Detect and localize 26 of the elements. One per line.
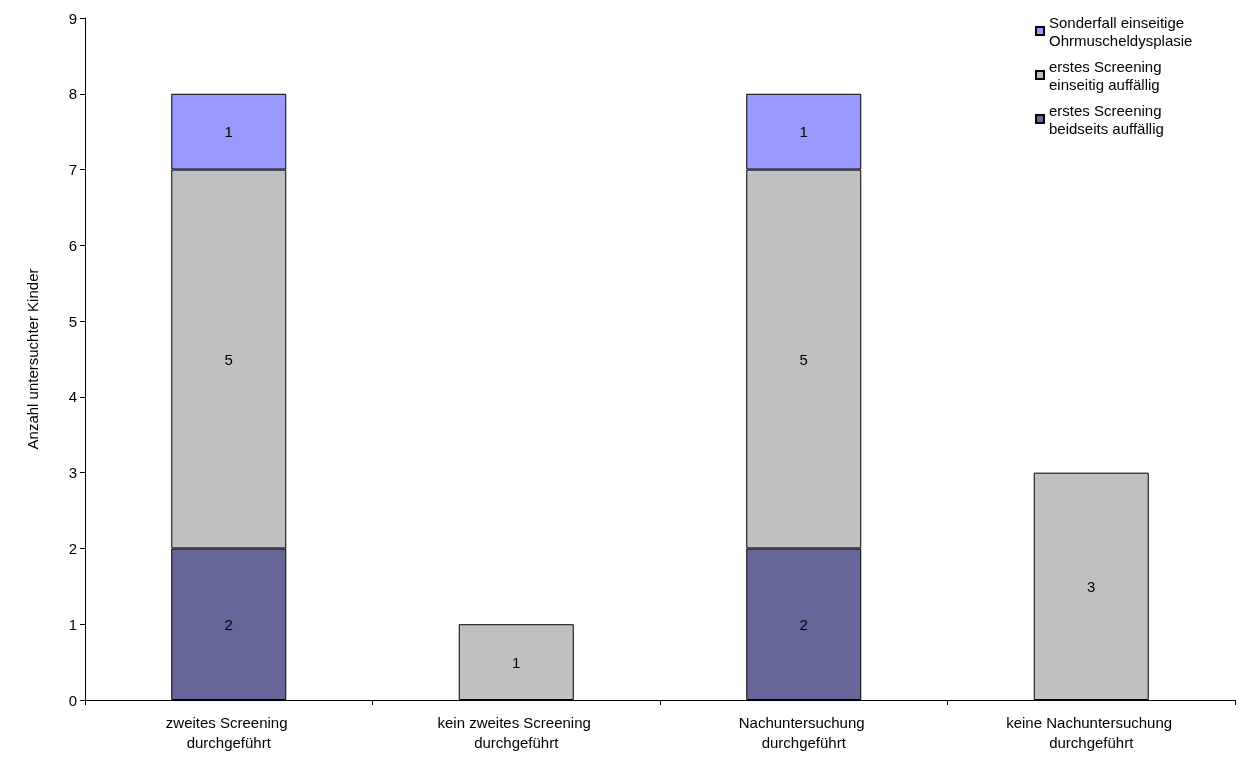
data-label: 5 <box>224 350 233 368</box>
legend-label: Sonderfall einseitige Ohrmuscheldysplasie <box>1049 13 1193 49</box>
y-tick-label: 6 <box>68 236 77 254</box>
x-tick-label: keine Nachuntersuchung durchgeführt <box>1006 713 1177 751</box>
data-label: 2 <box>224 615 233 633</box>
legend-label: erstes Screening beidseits auffällig <box>1049 101 1166 137</box>
y-axis-title: Anzahl untersuchter Kinder <box>24 268 41 450</box>
data-label: 1 <box>799 123 808 141</box>
x-tick-label: Nachuntersuchung durchgeführt <box>738 713 869 751</box>
y-tick-label: 9 <box>68 9 77 27</box>
y-tick-label: 4 <box>68 388 77 406</box>
data-label: 2 <box>799 615 808 633</box>
data-label: 1 <box>224 123 233 141</box>
y-tick-label: 1 <box>68 615 77 633</box>
y-tick-label: 8 <box>68 85 77 103</box>
data-label: 3 <box>1087 577 1096 595</box>
data-label: 1 <box>512 653 521 671</box>
y-tick-label: 2 <box>68 539 77 557</box>
y-tick-label: 0 <box>68 691 77 709</box>
legend-label: erstes Screening einseitig auffällig <box>1049 57 1166 93</box>
y-tick-label: 3 <box>68 464 77 482</box>
x-tick-label: kein zweites Screening durchgeführt <box>437 713 596 751</box>
data-label: 5 <box>799 350 808 368</box>
x-tick-label: zweites Screening durchgeführt <box>165 713 292 751</box>
y-tick-label: 5 <box>68 312 77 330</box>
y-tick-label: 7 <box>68 161 77 179</box>
